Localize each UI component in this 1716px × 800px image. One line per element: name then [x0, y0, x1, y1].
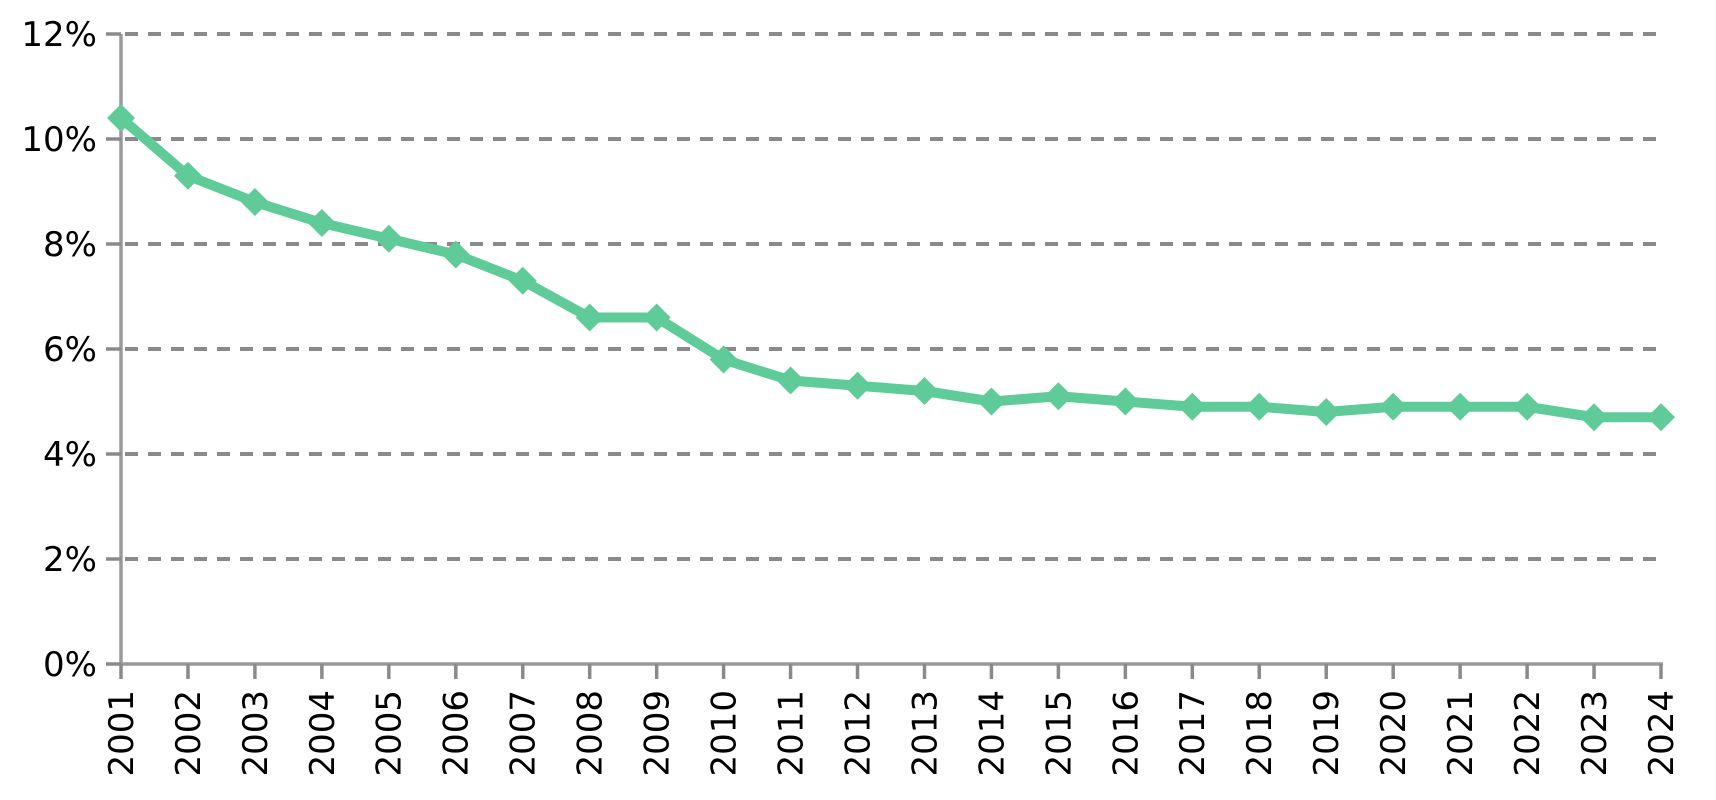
y-axis-labels: 0% 2% 4% 6% 8% 10% 12% — [21, 15, 97, 685]
data-point-marker — [709, 345, 738, 374]
x-axis-label: 2012 — [838, 690, 878, 777]
x-axis-label: 2020 — [1374, 690, 1414, 777]
x-axis-label: 2016 — [1106, 690, 1146, 777]
x-axis-label: 2018 — [1240, 690, 1280, 777]
x-axis-label: 2005 — [370, 690, 410, 777]
x-axis-label: 2007 — [504, 690, 544, 777]
x-axis-label: 2006 — [437, 690, 477, 777]
x-axis-label: 2009 — [638, 690, 678, 777]
data-point-marker — [1647, 403, 1675, 432]
y-axis-label: 12% — [21, 15, 97, 55]
data-point-marker — [374, 224, 403, 253]
data-point-marker — [107, 104, 135, 132]
x-axis-label: 2004 — [303, 690, 343, 777]
data-point-marker — [441, 240, 470, 269]
x-axis-label: 2021 — [1441, 690, 1481, 777]
x-axis-label: 2024 — [1642, 690, 1682, 777]
data-point-marker — [173, 161, 202, 190]
data-point-marker — [1111, 387, 1140, 416]
data-point-marker — [776, 366, 805, 395]
y-axis-label: 0% — [43, 645, 97, 685]
y-axis-label: 10% — [21, 120, 97, 160]
data-point-marker — [1312, 398, 1341, 426]
data-point-marker — [843, 371, 872, 400]
x-axis-label: 2011 — [771, 690, 811, 777]
data-point-markers — [107, 104, 1675, 432]
x-axis-label: 2003 — [236, 690, 276, 777]
data-point-marker — [910, 377, 939, 405]
data-point-marker — [1446, 392, 1475, 421]
x-axis-label: 2008 — [571, 690, 611, 777]
x-axis-label: 2023 — [1575, 690, 1615, 777]
data-point-marker — [575, 303, 604, 332]
data-point-marker — [642, 303, 671, 332]
data-point-marker — [1379, 392, 1408, 421]
x-axis-label: 2010 — [705, 690, 745, 777]
y-axis-label: 8% — [43, 225, 97, 265]
data-point-marker — [1513, 392, 1542, 421]
y-axis-label: 4% — [43, 435, 97, 475]
data-line — [116, 113, 1666, 423]
y-axis-label: 6% — [43, 330, 97, 370]
x-axis-label: 2017 — [1173, 690, 1213, 777]
x-axis-label: 2002 — [169, 690, 209, 777]
x-axis-labels: 2001 2002 2003 2004 2005 2006 2007 2008 2009 2010… — [102, 690, 1682, 777]
data-point-marker — [1245, 392, 1274, 421]
axes — [106, 32, 1663, 679]
y-axis-label: 2% — [43, 540, 97, 580]
x-axis-label: 2022 — [1508, 690, 1548, 777]
data-point-marker — [1178, 392, 1207, 421]
data-point-marker — [508, 266, 537, 295]
x-axis-label: 2001 — [102, 690, 142, 777]
data-point-marker — [307, 209, 336, 237]
gridlines — [125, 32, 1663, 561]
data-point-marker — [240, 188, 269, 216]
x-axis-label: 2019 — [1307, 690, 1347, 777]
x-axis-label: 2014 — [972, 690, 1012, 777]
data-point-marker — [977, 387, 1006, 416]
data-point-marker — [1044, 382, 1073, 411]
x-axis-label: 2015 — [1039, 690, 1079, 777]
data-point-marker — [1580, 403, 1609, 432]
x-axis-label: 2013 — [905, 690, 945, 777]
